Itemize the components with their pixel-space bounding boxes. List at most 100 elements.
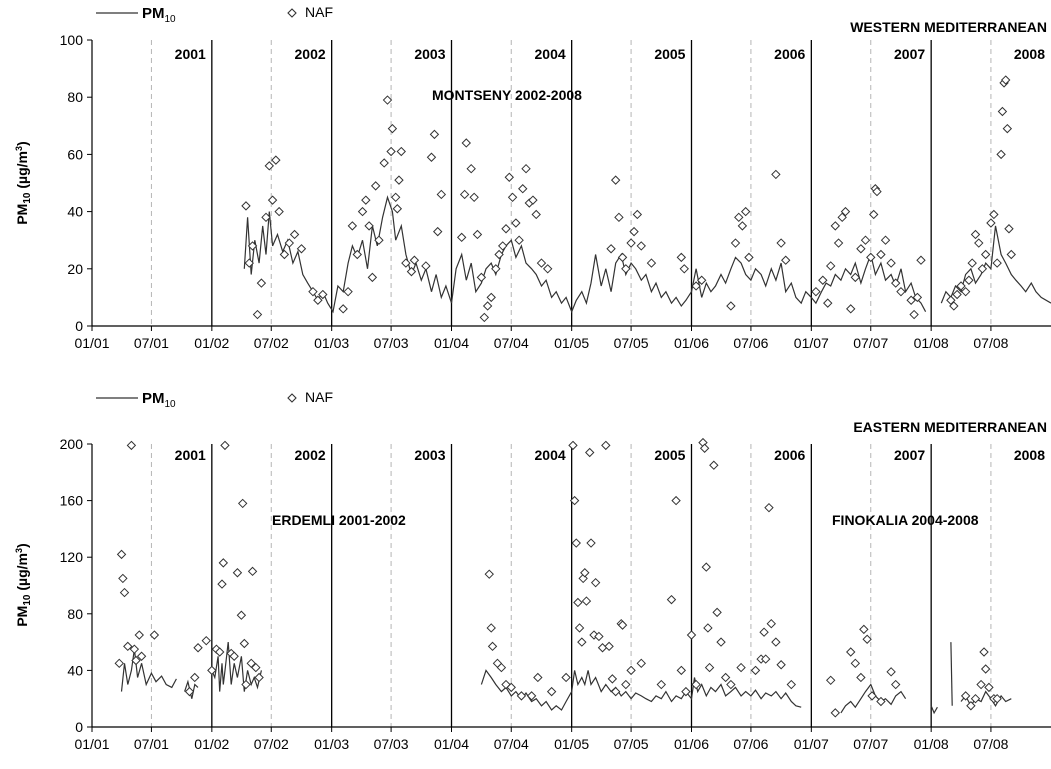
year-labels: 2001 2002 2003 2004 2005 2006 2007 2008 [175, 447, 1046, 463]
naf-marker [860, 235, 871, 245]
naf-marker [129, 644, 140, 654]
naf-marker [825, 675, 836, 686]
naf-marker [716, 637, 726, 647]
naf-marker [867, 691, 877, 701]
naf-marker [966, 701, 976, 711]
naf-marker [704, 662, 715, 673]
naf-marker [626, 238, 636, 248]
x-tick-label: 01/05 [554, 736, 589, 752]
naf-marker [866, 252, 876, 263]
naf-marker [736, 662, 746, 673]
year-label: 2007 [894, 447, 925, 463]
naf-marker [679, 264, 689, 274]
naf-marker [207, 665, 217, 676]
naf-marker [656, 679, 667, 690]
y-ticks: 0 20 40 60 80 100 [60, 32, 92, 334]
y-tick-label: 160 [60, 493, 84, 509]
year-label: 2004 [535, 46, 566, 62]
naf-marker [980, 664, 991, 674]
legend-diamond-marker [287, 8, 297, 18]
naf-marker [1002, 123, 1013, 134]
naf-marker [244, 258, 254, 268]
pm10-series-line [120, 649, 177, 692]
y-tick-label: 40 [67, 662, 83, 678]
region-label: WESTERN MEDITERRANEAN [850, 19, 1047, 35]
x-tick-label: 07/03 [374, 335, 409, 351]
legend-naf-label: NAF [305, 4, 333, 20]
y-tick-label: 20 [67, 261, 83, 277]
naf-marker [666, 594, 677, 605]
naf-marker [279, 249, 290, 260]
naf-marker [952, 289, 962, 300]
naf-marker [617, 620, 628, 630]
year-label: 2006 [774, 447, 805, 463]
naf-marker [364, 221, 374, 231]
x-tick-label: 07/04 [494, 335, 529, 351]
naf-marker [989, 209, 999, 220]
naf-marker [390, 192, 401, 203]
x-tick-label: 01/04 [434, 736, 469, 752]
naf-marker [289, 229, 300, 240]
naf-marker [190, 672, 200, 683]
naf-marker [830, 221, 841, 231]
x-tick-label: 01/08 [914, 335, 949, 351]
naf-marker [577, 637, 587, 647]
naf-marker [766, 618, 776, 629]
naf-marker [771, 637, 781, 647]
naf-marker [487, 641, 498, 652]
x-tick-label: 07/08 [973, 736, 1008, 752]
pm10-series-line [211, 642, 262, 692]
naf-marker [709, 460, 719, 470]
naf-marker [218, 558, 229, 568]
x-tick-label: 07/06 [733, 736, 768, 752]
naf-marker [215, 647, 225, 657]
naf-marker [472, 229, 483, 240]
naf-marker [850, 272, 861, 283]
year-grid-lines [150, 40, 992, 326]
naf-marker [264, 161, 274, 171]
naf-marker [338, 304, 348, 314]
naf-marker [387, 123, 398, 134]
naf-marker [367, 272, 378, 283]
naf-marker [374, 235, 384, 245]
naf-marker [220, 440, 230, 451]
y-tick-label: 40 [67, 204, 83, 220]
x-tick-label: 07/07 [853, 335, 888, 351]
naf-marker [546, 686, 557, 697]
naf-marker [247, 566, 258, 577]
x-tick-label: 01/06 [674, 736, 709, 752]
x-tick-label: 07/06 [733, 335, 768, 351]
naf-marker [632, 209, 643, 220]
naf-marker [392, 204, 403, 214]
naf-marker [347, 221, 358, 231]
naf-marker [629, 226, 639, 237]
naf-marker [604, 641, 614, 652]
x-tick-label: 07/01 [134, 335, 169, 351]
naf-marker [119, 587, 130, 598]
x-tick-label: 01/03 [314, 335, 349, 351]
naf-marker [730, 238, 741, 248]
x-tick-label: 01/04 [434, 335, 469, 351]
naf-marker [201, 635, 211, 646]
naf-marker [318, 289, 328, 300]
naf-marker [646, 258, 657, 268]
naf-marker [701, 562, 711, 572]
naf-marker [626, 665, 636, 676]
naf-marker [760, 654, 771, 664]
naf-marker [676, 252, 687, 263]
naf-marker [274, 206, 284, 217]
year-label: 2006 [774, 46, 805, 62]
naf-marker [241, 679, 251, 690]
naf-marker [880, 235, 891, 245]
naf-marker [401, 258, 411, 268]
naf-marker [237, 498, 248, 509]
naf-marker [466, 163, 476, 174]
x-ticks: 01/01 07/01 01/02 07/02 01/03 07/03 01/04 07/04… [74, 326, 1009, 351]
naf-marker [246, 658, 256, 669]
naf-marker [461, 138, 471, 148]
naf-marker [726, 301, 736, 311]
naf-marker [252, 309, 263, 320]
naf-marker [996, 149, 1006, 160]
